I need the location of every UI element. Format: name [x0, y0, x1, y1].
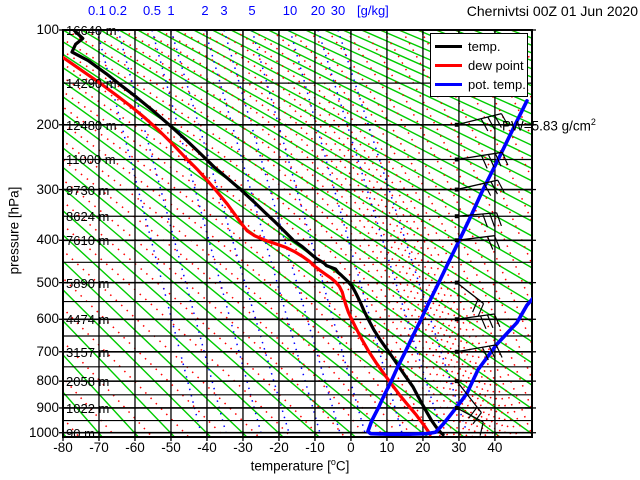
height-label-200: 12480 m [66, 117, 117, 133]
temp-tick-label--20: -20 [269, 440, 289, 455]
pressure-tick-label-200: 200 [36, 116, 59, 132]
temp-tick-label--80: -80 [53, 440, 73, 455]
mixing-ratio-lines [96, 30, 468, 434]
legend-label-temp: temp. [468, 39, 501, 54]
temp-tick-label-0: 0 [347, 440, 355, 455]
wind-barb-300 [454, 179, 505, 196]
temp-line-sample [435, 45, 462, 48]
mixing-ratio-line-0.1 [96, 30, 202, 434]
temp-tick-label--10: -10 [305, 440, 325, 455]
mixing-ratio-value-label: 1 [167, 3, 175, 18]
mixing-ratio-value-label: 5 [248, 3, 256, 18]
pottemp-line-sample [435, 83, 462, 86]
mixing-ratio-value-label: 3 [220, 3, 228, 18]
mixing-ratio-value-label: 10 [282, 3, 298, 18]
height-label-100: 16640 m [66, 23, 117, 38]
wind-barbs [454, 113, 509, 436]
wind-barb-900 [454, 405, 484, 436]
height-label-600: 4474 m [66, 312, 110, 328]
legend-label-dewpoint: dew point [468, 58, 524, 73]
mixing-ratio-value-label: 2 [201, 3, 209, 18]
mixing-ratio-value-label: 0.5 [142, 3, 162, 18]
x-axis-label: temperature [oC] [250, 457, 350, 474]
temp-tick-label--40: -40 [197, 440, 217, 455]
pressure-tick-label-700: 700 [36, 343, 59, 359]
temp-curve [70, 30, 445, 437]
temp-tick-label-30: 30 [451, 440, 467, 455]
legend-item-temp: temp. [435, 37, 523, 56]
pressure-tick-label-300: 300 [36, 181, 59, 197]
wind-barb-700 [454, 344, 503, 361]
height-label-500: 5890 m [66, 275, 110, 291]
wind-barb-600 [454, 313, 501, 330]
mixing-ratio-unit-label: [g/kg] [357, 3, 389, 18]
pressure-tick-label-1000: 1000 [28, 424, 59, 440]
height-label-250: 11000 m [66, 152, 116, 168]
pressure-tick-label-900: 900 [36, 399, 59, 415]
wind-barb-250 [454, 151, 509, 169]
pressure-tick-label-400: 400 [36, 232, 59, 248]
height-label-700: 3157 m [66, 344, 110, 360]
legend: temp. dew point pot. temp. [430, 33, 528, 97]
wind-barb-200 [454, 113, 509, 132]
mixing-ratio-line-10 [289, 30, 403, 434]
wind-barb-400 [454, 235, 501, 250]
wind-barb-500 [454, 280, 485, 317]
mixing-ratio-value-label: 0.1 [87, 3, 107, 18]
temp-tick-label--60: -60 [125, 440, 145, 455]
mixing-ratio-value-label: 0.2 [108, 3, 128, 18]
mixing-ratio-value-label: 30 [330, 3, 346, 18]
mixing-ratio-line-1 [170, 30, 290, 434]
pressure-tick-label-500: 500 [36, 274, 59, 290]
dry-adiabats [63, 30, 532, 437]
pottemp-curve [366, 99, 532, 436]
pressure-tick-label-100: 100 [36, 22, 59, 37]
temp-tick-label--70: -70 [89, 440, 109, 455]
precipitable-water-annotation: PW=5.83 g/cm2 [502, 117, 596, 134]
height-label-1000: 90 m [66, 425, 95, 441]
temp-tick-label-20: 20 [415, 440, 431, 455]
legend-item-pottemp: pot. temp. [435, 75, 526, 94]
height-label-900: 1022 m [66, 400, 110, 416]
height-label-350: 8624 m [66, 209, 110, 225]
mixing-ratio-line-0.2 [117, 30, 227, 434]
height-label-400: 7610 m [66, 233, 110, 249]
dewpoint-line-sample [435, 64, 462, 67]
height-label-300: 9730 m [66, 182, 110, 198]
dewpoint-curve [63, 55, 432, 437]
height-label-150: 14290 m [66, 76, 117, 92]
height-label-800: 2058 m [66, 374, 110, 390]
temp-tick-label-40: 40 [487, 440, 503, 455]
pressure-tick-label-600: 600 [36, 311, 59, 327]
mixing-ratio-value-label: 20 [310, 3, 326, 18]
wind-barb-350 [454, 212, 502, 228]
pressure-tick-label-800: 800 [36, 373, 59, 389]
wind-barb-800 [454, 379, 482, 425]
mixing-ratio-line-3 [223, 30, 341, 434]
legend-item-dewpoint: dew point [435, 56, 524, 75]
y-axis-label: pressure [hPa] [6, 186, 22, 275]
temp-tick-label--30: -30 [233, 440, 253, 455]
chart-title: Chernivtsi 00Z 01 Jun 2020 [466, 3, 638, 19]
mixing-ratio-line-5 [251, 30, 366, 434]
temp-tick-label--50: -50 [161, 440, 181, 455]
legend-label-pottemp: pot. temp. [468, 77, 526, 92]
mixing-ratio-line-20 [317, 30, 443, 434]
temp-tick-label-10: 10 [379, 440, 395, 455]
